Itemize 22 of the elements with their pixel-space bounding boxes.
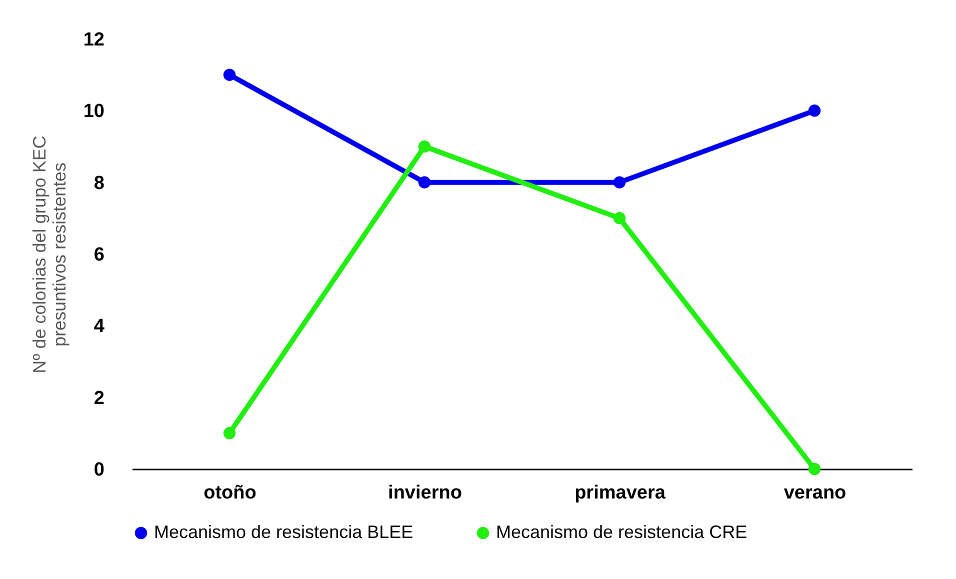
- x-tick-label: otoño: [204, 482, 256, 504]
- x-tick-label: verano: [784, 482, 846, 504]
- point: [223, 427, 236, 440]
- legend-label: Mecanismo de resistencia CRE: [496, 522, 748, 542]
- x-tick-label: invierno: [388, 482, 462, 504]
- x-tick-label: primavera: [574, 482, 666, 504]
- y-tick-label: 10: [83, 101, 104, 122]
- y-tick-label: 6: [94, 244, 104, 266]
- legend-label: Mecanismo de resistencia BLEE: [154, 522, 414, 542]
- y-tick-label: 12: [83, 30, 104, 50]
- point: [418, 140, 431, 153]
- point: [613, 176, 626, 188]
- point: [613, 212, 626, 224]
- point: [418, 176, 431, 188]
- y-tick-label: 4: [94, 316, 105, 338]
- point: [808, 462, 821, 476]
- y-tick-label: 0: [94, 460, 104, 480]
- y-tick-label: 8: [94, 172, 104, 194]
- point: [808, 104, 821, 117]
- point: [223, 68, 236, 81]
- y-tick-label: 2: [94, 388, 104, 409]
- y-axis-title: Nº de colonias del grupo KEC presuntivos resistentes: [29, 136, 70, 374]
